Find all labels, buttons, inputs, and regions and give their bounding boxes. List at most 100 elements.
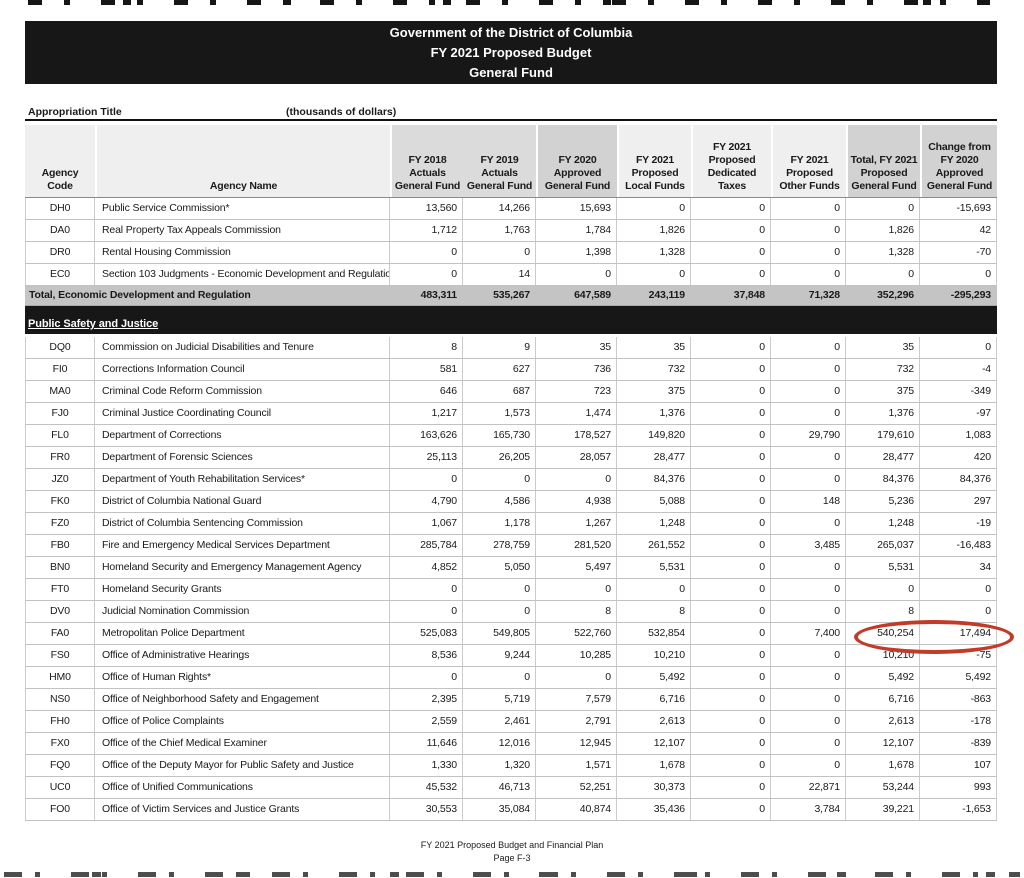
value-cell: -863 [920,689,997,710]
table-row: HM0 Office of Human Rights* 0 0 0 5,492 0 0 5,49… [25,667,997,689]
value-cell: 22,871 [771,777,846,798]
value-cell: 0 [691,535,771,556]
value-cell: 5,050 [463,557,536,578]
budget-table: Agency Code Agency Name FY 2018 Actuals … [25,125,997,821]
header-fy2021-other: FY 2021 Proposed Other Funds [771,125,846,197]
agency-code-cell: FL0 [25,425,95,446]
value-cell: 12,107 [617,733,691,754]
value-cell: 1,712 [390,220,463,241]
value-cell: 46,713 [463,777,536,798]
table-row: BN0 Homeland Security and Emergency Manag… [25,557,997,579]
value-cell: 2,395 [390,689,463,710]
agency-code-cell: DR0 [25,242,95,263]
value-cell: 7,579 [536,689,617,710]
value-cell: 0 [691,198,771,219]
agency-name-cell: Rental Housing Commission [95,242,390,263]
value-cell: 71,328 [771,286,846,305]
table-row: FS0 Office of Administrative Hearings 8,53… [25,645,997,667]
value-cell: 0 [691,689,771,710]
agency-code-cell: FO0 [25,799,95,820]
agency-name-cell: Section 103 Judgments - Economic Develop… [95,264,390,285]
value-cell: 0 [691,623,771,644]
value-cell: 84,376 [846,469,920,490]
value-cell: 0 [771,198,846,219]
value-cell: 0 [771,667,846,688]
agency-name-cell: Public Service Commission* [95,198,390,219]
agency-code-cell: HM0 [25,667,95,688]
value-cell: 1,067 [390,513,463,534]
value-cell: 0 [691,264,771,285]
value-cell: 84,376 [920,469,997,490]
value-cell: 0 [463,242,536,263]
table-row: FX0 Office of the Chief Medical Examiner 1… [25,733,997,755]
value-cell: 34 [920,557,997,578]
value-cell: 2,613 [617,711,691,732]
value-cell: 0 [771,469,846,490]
value-cell: 1,320 [463,755,536,776]
value-cell: 35 [617,337,691,358]
table-header-row: Agency Code Agency Name FY 2018 Actuals … [25,125,997,198]
value-cell: 25,113 [390,447,463,468]
value-cell: 0 [691,359,771,380]
agency-code-cell: FT0 [25,579,95,600]
value-cell: 549,805 [463,623,536,644]
table-row: FT0 Homeland Security Grants 0 0 0 0 0 0 0 0 [25,579,997,601]
value-cell: 0 [846,264,920,285]
agency-name-cell: Office of Neighborhood Safety and Engage… [95,689,390,710]
value-cell: 1,330 [390,755,463,776]
value-cell: 5,492 [846,667,920,688]
value-cell: 522,760 [536,623,617,644]
value-cell: 0 [463,601,536,622]
header-change-fy2020: Change from FY 2020 Approved General Fun… [920,125,997,197]
value-cell: -75 [920,645,997,666]
value-cell: 646 [390,381,463,402]
value-cell: 0 [691,799,771,820]
value-cell: 1,784 [536,220,617,241]
divider-line [25,119,997,121]
value-cell: 1,678 [846,755,920,776]
table-row: FK0 District of Columbia National Guard 4,… [25,491,997,513]
value-cell: 1,217 [390,403,463,424]
value-cell: 178,527 [536,425,617,446]
value-cell: 179,610 [846,425,920,446]
value-cell: 35,084 [463,799,536,820]
appropriation-title-label: Appropriation Title [28,106,122,118]
value-cell: 2,613 [846,711,920,732]
value-cell: 4,852 [390,557,463,578]
agency-code-cell: FQ0 [25,755,95,776]
agency-name-cell: Homeland Security Grants [95,579,390,600]
table-row: UC0 Office of Unified Communications 45,53… [25,777,997,799]
clipped-text-bottom [4,872,1020,877]
value-cell: 28,477 [846,447,920,468]
thousands-of-dollars-label: (thousands of dollars) [286,106,397,118]
value-cell: 540,254 [846,623,920,644]
table-row: EC0 Section 103 Judgments - Economic Deve… [25,264,997,286]
agency-name-cell: Office of Victim Services and Justice Gr… [95,799,390,820]
value-cell: 42 [920,220,997,241]
agency-name-cell: Metropolitan Police Department [95,623,390,644]
agency-name-cell: Department of Corrections [95,425,390,446]
value-cell: 0 [691,425,771,446]
value-cell: 723 [536,381,617,402]
value-cell: 0 [617,264,691,285]
agency-name-cell: Office of the Deputy Mayor for Public Sa… [95,755,390,776]
value-cell: 12,945 [536,733,617,754]
value-cell: 0 [691,242,771,263]
value-cell: 5,492 [920,667,997,688]
value-cell: 1,678 [617,755,691,776]
agency-code-cell: FI0 [25,359,95,380]
value-cell: -15,693 [920,198,997,219]
header-fy2020-approved: FY 2020 Approved General Fund [536,125,617,197]
value-cell: 1,398 [536,242,617,263]
table-row: FI0 Corrections Information Council 581 627… [25,359,997,381]
table-row: FR0 Department of Forensic Sciences 25,113… [25,447,997,469]
value-cell: 35 [846,337,920,358]
value-cell: 627 [463,359,536,380]
value-cell: 0 [771,733,846,754]
total-row: Total, Economic Development and Regulati… [25,286,997,306]
table-row: DV0 Judicial Nomination Commission 0 0 8 8 0 0 8… [25,601,997,623]
value-cell: 45,532 [390,777,463,798]
table-row: DR0 Rental Housing Commission 0 0 1,398 1,328… [25,242,997,264]
agency-code-cell: DH0 [25,198,95,219]
value-cell: 0 [771,711,846,732]
